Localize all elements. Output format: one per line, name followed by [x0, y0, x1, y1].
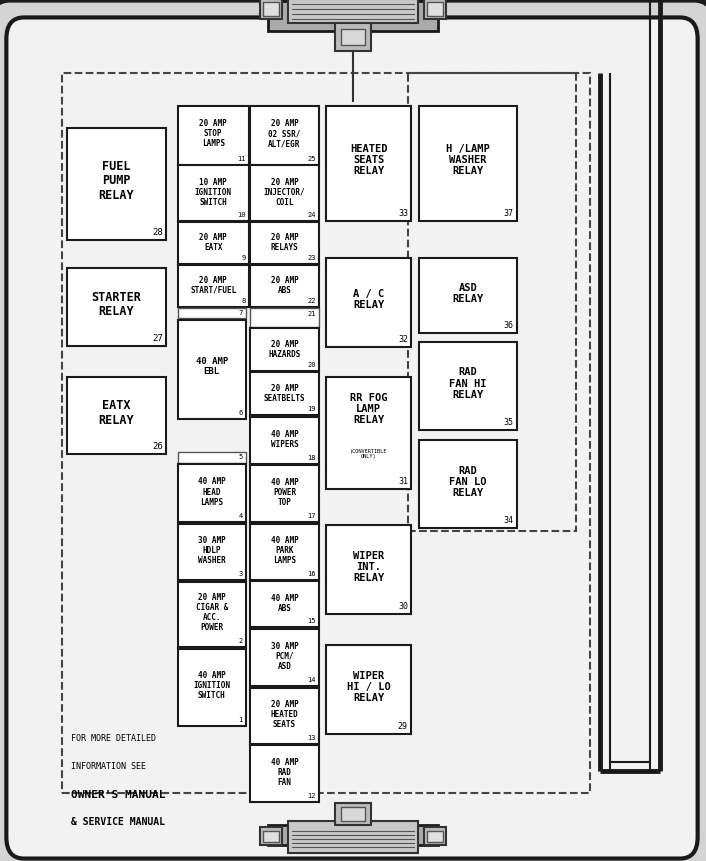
Text: 3: 3 [239, 570, 243, 576]
Bar [178, 465, 246, 523]
Text: 15: 15 [308, 617, 316, 623]
Text: 40 AMP
WIPERS: 40 AMP WIPERS [270, 430, 299, 449]
Text: 11: 11 [237, 155, 246, 161]
Bar [335, 24, 371, 52]
Bar [178, 107, 249, 165]
Bar [178, 524, 246, 580]
FancyBboxPatch shape [6, 18, 698, 858]
Bar [288, 821, 418, 853]
FancyBboxPatch shape [8, 24, 696, 853]
Bar [408, 74, 576, 531]
Text: 10: 10 [237, 212, 246, 218]
Text: 23: 23 [308, 254, 316, 260]
Text: 40 AMP
POWER
TOP: 40 AMP POWER TOP [270, 477, 299, 506]
Bar [250, 107, 319, 165]
Text: RAD
FAN HI
RELAY: RAD FAN HI RELAY [449, 367, 487, 400]
Text: 14: 14 [308, 676, 316, 682]
Text: 20 AMP
HEATED
SEATS: 20 AMP HEATED SEATS [270, 699, 299, 728]
Bar [250, 418, 319, 464]
Text: 9: 9 [241, 254, 246, 260]
Bar [263, 831, 279, 842]
Text: 20 AMP
RELAYS: 20 AMP RELAYS [270, 232, 299, 251]
Bar [178, 453, 246, 463]
Text: A / C
RELAY: A / C RELAY [353, 289, 384, 310]
Bar [424, 827, 446, 845]
Text: 31: 31 [398, 476, 408, 485]
Bar [427, 831, 443, 842]
Bar [326, 645, 411, 734]
Bar [67, 269, 166, 346]
Text: EATX
RELAY: EATX RELAY [99, 399, 134, 426]
Bar [250, 746, 319, 802]
Bar [427, 3, 443, 17]
Bar [326, 107, 411, 222]
Bar [178, 166, 249, 222]
Text: 40 AMP
PARK
LAMPS: 40 AMP PARK LAMPS [270, 536, 299, 565]
Bar [250, 223, 319, 264]
Text: 20 AMP
CIGAR &
ACC.
POWER: 20 AMP CIGAR & ACC. POWER [196, 592, 228, 632]
Text: & SERVICE MANUAL: & SERVICE MANUAL [71, 816, 164, 827]
Bar [250, 524, 319, 580]
Text: 12: 12 [308, 791, 316, 797]
Bar [341, 30, 365, 46]
Text: 35: 35 [504, 418, 514, 426]
Text: 40 AMP
ABS: 40 AMP ABS [270, 593, 299, 612]
Text: 34: 34 [504, 516, 514, 524]
Text: OWNER'S MANUAL: OWNER'S MANUAL [71, 789, 165, 799]
Text: 29: 29 [398, 722, 408, 730]
Bar [326, 377, 411, 489]
Bar [419, 258, 517, 334]
Bar [335, 803, 371, 825]
Bar [260, 827, 282, 845]
Text: 40 AMP
RAD
FAN: 40 AMP RAD FAN [270, 757, 299, 786]
Bar [419, 441, 517, 529]
Bar [419, 107, 517, 222]
Text: 25: 25 [308, 155, 316, 161]
Bar [326, 258, 411, 348]
Text: 21: 21 [308, 310, 316, 316]
Text: 28: 28 [152, 228, 163, 237]
Bar [178, 308, 246, 319]
Text: 20 AMP
EATX: 20 AMP EATX [199, 232, 227, 251]
Bar [250, 373, 319, 416]
Text: 30: 30 [398, 602, 408, 610]
Bar [178, 649, 246, 726]
Text: 20 AMP
SEATBELTS: 20 AMP SEATBELTS [264, 383, 305, 402]
Bar [250, 329, 319, 372]
Bar [250, 308, 319, 327]
Text: 1: 1 [239, 715, 243, 722]
Text: 27: 27 [152, 333, 163, 342]
Text: 2: 2 [239, 637, 243, 643]
Bar [67, 129, 166, 241]
Bar [419, 343, 517, 430]
Bar [250, 166, 319, 222]
Bar [250, 688, 319, 744]
Bar [178, 223, 249, 264]
Bar [260, 0, 282, 20]
Text: 22: 22 [308, 297, 316, 303]
Text: 32: 32 [398, 335, 408, 344]
Bar [67, 377, 166, 455]
Text: WIPER
HI / LO
RELAY: WIPER HI / LO RELAY [347, 670, 390, 703]
Text: 33: 33 [398, 209, 408, 218]
Text: RR FOG
LAMP
RELAY: RR FOG LAMP RELAY [349, 393, 388, 424]
Text: 37: 37 [504, 209, 514, 218]
Text: 20 AMP
START/FUEL: 20 AMP START/FUEL [190, 276, 237, 294]
Bar [178, 582, 246, 647]
Text: 30 AMP
HDLP
WASHER: 30 AMP HDLP WASHER [198, 536, 226, 565]
Text: INFORMATION SEE: INFORMATION SEE [71, 761, 145, 770]
Text: 40 AMP
IGNITION
SWITCH: 40 AMP IGNITION SWITCH [193, 670, 230, 699]
Bar [326, 525, 411, 615]
Text: STARTER
RELAY: STARTER RELAY [92, 290, 141, 318]
Text: ASD
RELAY: ASD RELAY [453, 282, 484, 304]
Bar [62, 74, 590, 793]
Bar [250, 581, 319, 628]
Text: 20: 20 [308, 362, 316, 368]
Text: 8: 8 [241, 297, 246, 303]
Text: 20 AMP
HAZARDS: 20 AMP HAZARDS [268, 339, 301, 358]
Bar [424, 0, 446, 20]
Bar [341, 807, 365, 821]
Bar [250, 629, 319, 686]
Text: 7: 7 [239, 309, 243, 315]
